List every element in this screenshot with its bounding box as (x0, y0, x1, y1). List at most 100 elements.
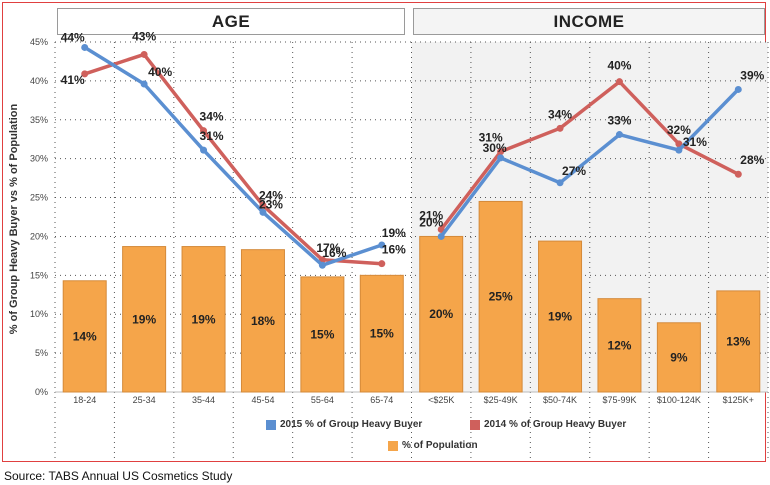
population-bar (359, 274, 404, 393)
x-tick-label: 35-44 (192, 395, 215, 405)
data-label-2015: 19% (382, 226, 406, 240)
x-tick-label: $75-99K (602, 395, 636, 405)
line-2014-income (439, 79, 740, 231)
point-2015 (497, 154, 505, 162)
data-label-2015: 31% (200, 129, 224, 143)
y-tick-label: 0% (35, 387, 48, 397)
y-tick-label: 25% (30, 193, 48, 203)
x-tick-label: $125K+ (723, 395, 754, 405)
data-label-2014: 32% (667, 123, 691, 137)
population-bar-label: 25% (489, 290, 513, 304)
population-bar (122, 246, 167, 393)
y-tick-label: 45% (30, 37, 48, 47)
source-note: Source: TABS Annual US Cosmetics Study (4, 469, 233, 483)
data-label-2015: 44% (61, 30, 85, 44)
point-2015 (378, 241, 386, 249)
point-2015 (200, 146, 208, 154)
point-2014 (675, 140, 683, 148)
point-2015 (259, 208, 267, 216)
data-label-2015: 33% (607, 114, 631, 128)
y-tick-label: 15% (30, 270, 48, 280)
data-label-2014: 40% (607, 59, 631, 73)
data-label-2015: 39% (740, 68, 764, 82)
data-label-2014: 21% (419, 208, 443, 222)
population-bar (597, 298, 642, 393)
legend-swatch-2015 (266, 419, 276, 430)
point-2014 (200, 127, 208, 135)
x-tick-label: 25-34 (133, 395, 156, 405)
point-2014 (81, 70, 89, 78)
population-bar (478, 200, 523, 393)
population-bar-label: 14% (73, 329, 97, 343)
x-tick-label: <$25K (428, 395, 454, 405)
x-tick-label: 65-74 (370, 395, 393, 405)
point-2015 (140, 80, 148, 88)
data-label-2014: 28% (740, 153, 764, 167)
legend-label-population: % of Population (402, 440, 478, 451)
x-tick-label: 18-24 (73, 395, 96, 405)
data-label-2015: 30% (483, 141, 507, 155)
population-bar-label: 13% (726, 334, 750, 348)
legend-swatch-2014 (470, 419, 480, 430)
point-2014 (615, 78, 623, 86)
point-2014 (259, 201, 267, 209)
data-label-2015: 31% (683, 135, 707, 149)
population-bar (300, 276, 345, 393)
population-bar-label: 20% (429, 307, 453, 321)
point-2014 (497, 148, 505, 156)
x-tick-label: $100-124K (657, 395, 701, 405)
data-label-2015: 27% (562, 164, 586, 178)
population-bar (656, 322, 701, 393)
data-label-2015: 40% (148, 65, 172, 79)
population-bar (538, 240, 583, 393)
population-bar-label: 19% (548, 310, 572, 324)
data-label-2014: 16% (382, 243, 406, 257)
population-bar (716, 290, 761, 393)
data-label-2014: 34% (200, 110, 224, 124)
point-2015 (81, 43, 89, 51)
y-tick-label: 20% (30, 231, 48, 241)
data-label-2014: 43% (132, 29, 156, 43)
x-tick-label: 55-64 (311, 395, 334, 405)
data-label-2015: 20% (419, 215, 443, 229)
data-label-2014: 41% (61, 73, 85, 87)
y-tick-label: 40% (30, 76, 48, 86)
y-tick-label: 35% (30, 115, 48, 125)
legend-item-2014: 2014 % of Group Heavy Buyer (470, 419, 626, 430)
y-tick-label: 10% (30, 309, 48, 319)
legend-label-2014: 2014 % of Group Heavy Buyer (484, 419, 627, 430)
point-2015 (675, 146, 683, 154)
point-2014 (556, 124, 564, 132)
data-label-2014: 31% (479, 131, 503, 145)
income-header: INCOME (413, 8, 765, 35)
data-label-2014: 17% (316, 241, 340, 255)
population-bar-label: 18% (251, 314, 275, 328)
x-tick-label: 45-54 (251, 395, 274, 405)
population-bar (240, 249, 285, 393)
point-2015 (437, 232, 445, 240)
legend-swatch-population (388, 440, 398, 451)
point-2014 (140, 50, 148, 58)
legend-label-2015: 2015 % of Group Heavy Buyer (280, 419, 423, 430)
population-bar-label: 19% (192, 312, 216, 326)
x-tick-label: $50-74K (543, 395, 577, 405)
point-2015 (734, 85, 742, 93)
legend-item-population: % of Population (388, 440, 478, 451)
y-tick-label: 30% (30, 154, 48, 164)
y-tick-label: 5% (35, 348, 48, 358)
legend-item-2015: 2015 % of Group Heavy Buyer (266, 419, 422, 430)
population-bar-label: 12% (607, 338, 631, 352)
age-header: AGE (57, 8, 405, 35)
line-2015-age (83, 45, 383, 267)
y-axis-label: % of Group Heavy Buyer vs % of Populatio… (8, 103, 20, 335)
line-2015-income (439, 88, 740, 238)
population-bar (181, 246, 226, 393)
x-tick-label: $25-49K (484, 395, 518, 405)
population-bar-label: 15% (310, 327, 334, 341)
population-bar (62, 280, 107, 393)
point-2015 (615, 131, 623, 139)
point-2015 (556, 179, 564, 187)
population-bar-label: 9% (670, 350, 688, 364)
data-label-2014: 24% (259, 188, 283, 202)
